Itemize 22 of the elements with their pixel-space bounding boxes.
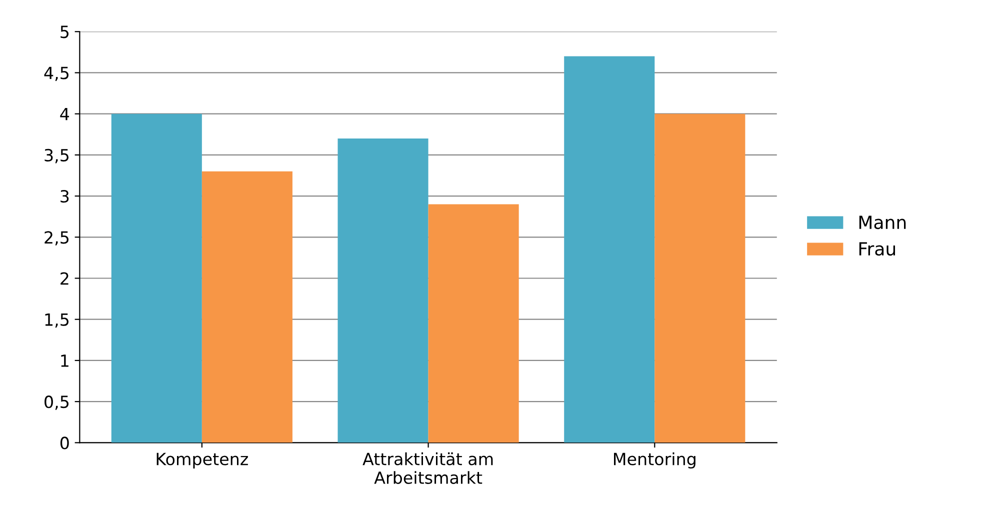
x-tick-label: Mentoring: [614, 452, 696, 469]
x-tick-label: Kompetenz: [156, 452, 248, 469]
bar: [564, 56, 655, 443]
y-tick-label: 3,5: [44, 148, 69, 164]
y-tick-label: 5: [60, 26, 68, 38]
bar: [202, 171, 292, 443]
bar: [428, 204, 519, 443]
y-tick-label: 0,5: [44, 396, 69, 410]
bar: [111, 114, 202, 443]
y-tick-label: 4: [60, 108, 70, 120]
y-tick-label: 0: [60, 436, 69, 450]
y-tick-label: 1,5: [45, 314, 69, 328]
y-tick-label: 4,5: [44, 66, 69, 81]
y-tick-label: 2,5: [44, 231, 69, 246]
y-tick-label: 1: [61, 354, 68, 367]
legend-label: Mann: [859, 216, 906, 230]
y-tick-label: 2: [60, 272, 68, 285]
bar: [654, 114, 746, 443]
y-tick-label: 3: [60, 190, 69, 203]
bar: [338, 138, 428, 443]
legend-label: Frau: [859, 242, 895, 256]
x-tick-label: Attraktivität am Arbeitsmarkt: [362, 452, 493, 484]
